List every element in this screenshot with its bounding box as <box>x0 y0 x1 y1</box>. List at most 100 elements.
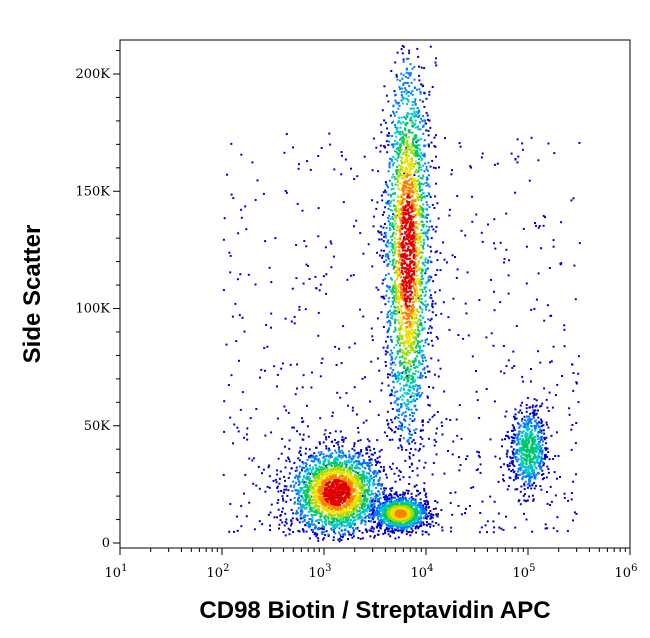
data-point <box>314 458 317 461</box>
data-point <box>404 376 407 379</box>
data-point <box>360 522 363 525</box>
data-point <box>395 135 398 138</box>
data-point <box>403 134 406 137</box>
data-point <box>388 161 391 164</box>
data-point <box>387 170 390 173</box>
data-point <box>414 150 417 153</box>
data-point <box>381 483 384 486</box>
data-point <box>313 510 316 513</box>
data-point <box>566 529 569 532</box>
data-point <box>552 527 555 530</box>
data-point <box>400 404 403 407</box>
data-point <box>422 504 424 507</box>
data-point <box>533 469 535 472</box>
data-point <box>236 529 239 532</box>
data-point <box>392 286 395 289</box>
data-point <box>376 509 379 512</box>
data-point <box>342 440 345 443</box>
data-point <box>353 524 356 526</box>
data-point <box>330 527 333 530</box>
data-point <box>525 458 528 460</box>
data-point <box>505 212 508 215</box>
data-point <box>391 524 394 527</box>
data-point <box>519 469 522 472</box>
data-point <box>354 452 357 455</box>
data-point <box>419 90 422 93</box>
data-point <box>387 517 390 520</box>
data-point <box>399 438 402 441</box>
data-point <box>387 144 390 146</box>
data-point <box>389 515 392 518</box>
data-point <box>394 300 397 303</box>
data-point <box>341 536 344 538</box>
data-point <box>389 222 392 224</box>
data-point <box>418 503 421 506</box>
data-point <box>541 435 543 438</box>
data-point <box>316 533 319 536</box>
data-point <box>348 459 351 462</box>
data-point <box>535 446 538 449</box>
data-point <box>418 323 421 326</box>
data-point <box>367 445 370 448</box>
data-point <box>379 144 382 147</box>
data-point <box>236 426 239 429</box>
data-point <box>399 360 402 363</box>
data-point <box>413 65 416 68</box>
data-point <box>393 531 395 534</box>
data-point <box>396 126 399 129</box>
data-point <box>378 513 381 516</box>
data-point <box>420 66 423 69</box>
data-point <box>505 515 507 518</box>
data-point <box>353 449 356 452</box>
data-point <box>327 533 330 536</box>
data-point <box>402 387 405 390</box>
data-point <box>331 452 334 455</box>
data-point <box>522 464 524 467</box>
data-point <box>460 513 463 516</box>
data-point <box>418 347 421 350</box>
data-point <box>309 467 312 470</box>
data-point <box>520 462 523 465</box>
data-point <box>392 369 395 371</box>
data-point <box>311 466 314 469</box>
data-point <box>418 110 421 113</box>
data-point <box>324 534 327 537</box>
data-point <box>525 420 528 423</box>
data-point <box>353 473 356 476</box>
data-point <box>419 128 422 131</box>
data-point <box>430 317 433 320</box>
data-point <box>293 502 296 505</box>
data-point <box>415 344 418 347</box>
data-point <box>396 335 399 338</box>
data-point <box>533 448 536 451</box>
data-point <box>255 408 258 410</box>
data-point <box>309 168 312 171</box>
data-point <box>426 237 429 240</box>
data-point <box>390 195 392 198</box>
data-point <box>494 247 497 250</box>
data-point <box>364 376 366 379</box>
data-point <box>517 453 520 456</box>
data-point <box>375 514 378 517</box>
data-point <box>528 406 531 409</box>
data-point <box>379 123 382 126</box>
data-point <box>335 467 338 470</box>
data-point <box>330 515 333 518</box>
data-point <box>419 240 422 243</box>
data-point <box>389 353 392 356</box>
data-point <box>385 473 388 476</box>
data-point <box>228 530 231 533</box>
data-point <box>394 99 397 102</box>
data-point <box>422 368 425 371</box>
data-point <box>327 435 330 438</box>
data-point <box>356 452 359 455</box>
data-point <box>394 183 397 186</box>
data-point <box>387 533 390 536</box>
data-point <box>358 462 361 465</box>
data-point <box>434 167 437 170</box>
data-point <box>313 523 316 526</box>
data-point <box>425 531 428 534</box>
data-point <box>529 475 532 478</box>
data-point <box>295 492 298 495</box>
data-point <box>432 524 435 527</box>
